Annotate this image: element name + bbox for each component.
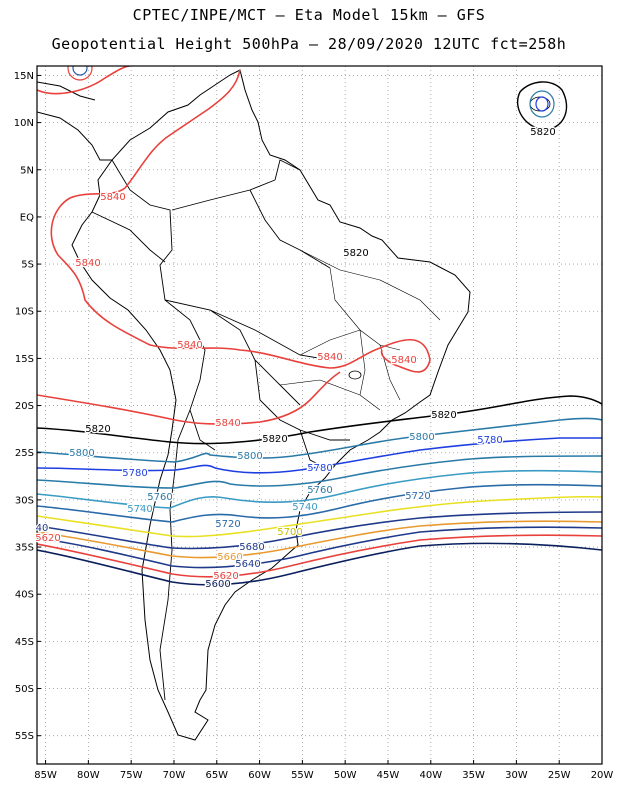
lat-tick-label: 50S <box>15 684 34 695</box>
lat-tick-label: 5S <box>21 260 34 271</box>
lon-tick-label: 45W <box>377 770 400 781</box>
country-borders <box>91 159 350 701</box>
lon-tick-label: 40W <box>419 770 442 781</box>
contour-5720 <box>37 483 602 523</box>
contour-5800 <box>37 417 602 463</box>
lon-tick-label: 50W <box>334 770 357 781</box>
contour-5660 <box>37 520 602 559</box>
contour-5700 <box>37 495 602 538</box>
contour-label: 5820 <box>530 127 555 138</box>
contour-label: 5620 <box>35 533 60 544</box>
lon-tick-label: 65W <box>205 770 228 781</box>
longitude-axis: 85W 80W 75W 70W 65W 60W 55W 50W 45W 40W 35W 30W 25W 2… <box>34 760 613 781</box>
contour-label: 5600 <box>205 579 230 590</box>
lat-tick-label: 10N <box>14 118 34 129</box>
contour-5680 <box>37 511 602 550</box>
lat-tick-label: 25S <box>15 448 34 459</box>
contour-label: 5740 <box>292 502 317 513</box>
contour-label: 5840 <box>391 355 416 366</box>
contour-5780 <box>37 437 602 474</box>
contour-label: 5820 <box>343 248 368 259</box>
lon-tick-label: 35W <box>462 770 485 781</box>
lat-tick-label: 35S <box>15 543 34 554</box>
map-subtitle: Geopotential Height 500hPa – 28/09/2020 … <box>51 35 567 53</box>
contour-label: 5740 <box>127 504 152 515</box>
contour-label: 5640 <box>235 559 260 570</box>
lon-tick-label: 85W <box>34 770 57 781</box>
contour-label: 5800 <box>409 432 434 443</box>
lon-tick-label: 60W <box>248 770 271 781</box>
contour-5640 <box>37 526 602 569</box>
lat-tick-label: 55S <box>15 731 34 742</box>
contour-5620 <box>37 534 602 578</box>
contour-label: 5820 <box>431 410 456 421</box>
contour-label: 5720 <box>215 519 240 530</box>
contour-label: 5780 <box>307 463 332 474</box>
lat-tick-label: 40S <box>15 590 34 601</box>
contour-5740 <box>37 469 602 509</box>
contour-label: 5660 <box>217 552 242 563</box>
contour-label: 5820 <box>85 424 110 435</box>
lon-tick-label: 70W <box>163 770 186 781</box>
contour-5820 <box>517 81 568 131</box>
lon-tick-label: 80W <box>77 770 100 781</box>
lat-tick-label: 20S <box>15 401 34 412</box>
lon-tick-label: 55W <box>291 770 314 781</box>
contour-label: 5840 <box>100 192 125 203</box>
contour-label: 5840 <box>177 340 202 351</box>
contour-label: 5820 <box>262 434 287 445</box>
contour-label: 40 <box>36 523 49 534</box>
lat-tick-label: EQ <box>20 212 34 223</box>
lat-tick-label: 15S <box>15 354 34 365</box>
contour-closed <box>535 96 549 112</box>
plot-frame <box>36 65 603 765</box>
island-outline <box>348 370 362 380</box>
contour-5600 <box>37 542 602 586</box>
lat-tick-label: 10S <box>15 307 34 318</box>
lat-tick-label: 5N <box>20 165 34 176</box>
lat-tick-label: 30S <box>15 495 34 506</box>
contour-5840 <box>37 66 431 425</box>
contour-label: 5700 <box>277 527 302 538</box>
contour-closed <box>67 66 93 81</box>
lon-tick-label: 30W <box>505 770 528 781</box>
contour-labels: 5840 5840 5840 5840 5840 5840 5820 5820 5820 5820… <box>34 126 557 592</box>
lon-tick-label: 75W <box>120 770 143 781</box>
contour-label: 5780 <box>477 435 502 446</box>
contour-5760 <box>37 455 602 489</box>
map-title: CPTEC/INPE/MCT – Eta Model 15km – GFS <box>132 6 486 24</box>
contour-label: 5760 <box>147 492 172 503</box>
contour-label: 5840 <box>215 418 240 429</box>
lat-tick-label: 45S <box>15 637 34 648</box>
contour-label: 5840 <box>75 258 100 269</box>
lon-tick-label: 20W <box>591 770 614 781</box>
contour-closed <box>72 66 88 76</box>
contour-label: 5760 <box>307 485 332 496</box>
contour-closed <box>529 90 555 118</box>
contour-label: 5800 <box>237 451 262 462</box>
contour-5820 <box>37 395 602 445</box>
contour-label: 5840 <box>317 352 342 363</box>
latitude-axis: 15N 10N 5N EQ 5S 10S 15S 20S 25S 30S 35S 40S 45S 50S 5… <box>14 71 41 742</box>
lat-tick-label: 15N <box>14 71 34 82</box>
state-borders <box>279 249 441 411</box>
contour-label: 5780 <box>122 468 147 479</box>
contour-label: 5620 <box>213 571 238 582</box>
contour-label: 5800 <box>69 448 94 459</box>
contour-label: 5680 <box>239 542 264 553</box>
contour-label: 5720 <box>405 491 430 502</box>
plot-area <box>37 66 602 764</box>
lon-tick-label: 25W <box>548 770 571 781</box>
south-america-coastline <box>71 69 471 741</box>
central-america-coastline <box>37 81 112 161</box>
